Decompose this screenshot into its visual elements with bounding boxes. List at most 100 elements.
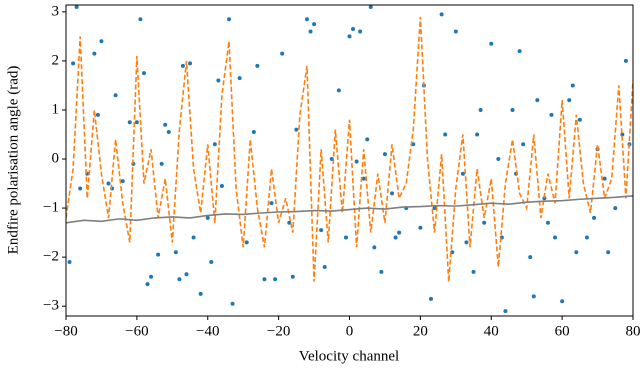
point <box>294 127 299 132</box>
point <box>478 107 483 112</box>
point <box>496 157 501 162</box>
y-tick-label: 2 <box>52 52 60 68</box>
point <box>312 22 317 27</box>
point <box>163 122 168 127</box>
point <box>354 159 359 164</box>
point <box>180 63 185 68</box>
point <box>549 112 554 117</box>
point <box>443 132 448 137</box>
point <box>365 137 370 142</box>
point <box>262 277 267 282</box>
y-axis-label: Endfire polarisation angle (rad) <box>5 66 21 255</box>
point <box>138 17 143 22</box>
point <box>439 12 444 17</box>
point <box>390 191 395 196</box>
point <box>216 78 221 83</box>
point <box>482 220 487 225</box>
point <box>304 17 309 22</box>
point <box>219 184 224 189</box>
point <box>567 98 572 103</box>
point <box>212 142 217 147</box>
point <box>205 215 210 220</box>
plot-area <box>66 5 633 314</box>
point <box>531 294 536 299</box>
point <box>379 269 384 274</box>
point <box>95 112 100 117</box>
point <box>347 34 352 39</box>
point <box>134 120 139 125</box>
point <box>553 235 558 240</box>
x-tick-label: −80 <box>54 323 77 339</box>
x-tick-label: 20 <box>413 323 428 339</box>
point <box>99 39 104 44</box>
y-tick-label: −2 <box>43 249 59 265</box>
x-tick-label: −60 <box>125 323 148 339</box>
point <box>120 179 125 184</box>
point <box>503 309 508 314</box>
point <box>343 235 348 240</box>
y-tick-label: −1 <box>43 200 59 216</box>
point <box>368 5 373 9</box>
point <box>92 51 97 56</box>
point <box>209 260 214 265</box>
point <box>372 245 377 250</box>
point <box>106 181 111 186</box>
point <box>322 264 327 269</box>
point <box>471 269 476 274</box>
point <box>397 230 402 235</box>
point <box>188 61 193 66</box>
point <box>237 76 242 81</box>
point <box>177 277 182 282</box>
point <box>67 260 72 265</box>
point <box>584 235 589 240</box>
point <box>244 240 249 245</box>
point <box>71 61 76 66</box>
point <box>198 291 203 296</box>
point <box>464 240 469 245</box>
point <box>149 274 154 279</box>
point <box>141 71 146 76</box>
x-tick-label: 80 <box>626 323 641 339</box>
point <box>545 220 550 225</box>
point <box>290 274 295 279</box>
point <box>191 235 196 240</box>
y-tick-label: 0 <box>52 150 60 166</box>
point <box>560 299 565 304</box>
x-tick-label: −20 <box>267 323 290 339</box>
point <box>570 83 575 88</box>
point <box>336 88 341 93</box>
point <box>227 17 232 22</box>
y-tick-label: 1 <box>52 101 60 117</box>
point <box>528 255 533 260</box>
x-tick-label: 40 <box>484 323 499 339</box>
point <box>453 29 458 34</box>
point <box>358 29 363 34</box>
point <box>521 142 526 147</box>
point <box>393 235 398 240</box>
point <box>156 252 161 257</box>
point <box>74 5 79 9</box>
point <box>475 132 480 137</box>
point <box>432 206 437 211</box>
line <box>66 195 633 224</box>
point <box>145 282 150 287</box>
point <box>308 29 313 34</box>
point <box>606 250 611 255</box>
point <box>574 250 579 255</box>
point <box>184 272 189 277</box>
point <box>460 171 465 176</box>
point <box>510 107 515 112</box>
x-tick-label: 60 <box>555 323 570 339</box>
point <box>620 132 625 137</box>
y-tick-label: 3 <box>52 3 60 19</box>
point <box>613 206 618 211</box>
point <box>319 228 324 233</box>
point <box>251 130 256 135</box>
point <box>429 296 434 301</box>
point <box>517 49 522 54</box>
point <box>113 93 118 98</box>
point <box>173 250 178 255</box>
x-axis-label: Velocity channel <box>299 348 399 364</box>
point <box>230 301 235 306</box>
